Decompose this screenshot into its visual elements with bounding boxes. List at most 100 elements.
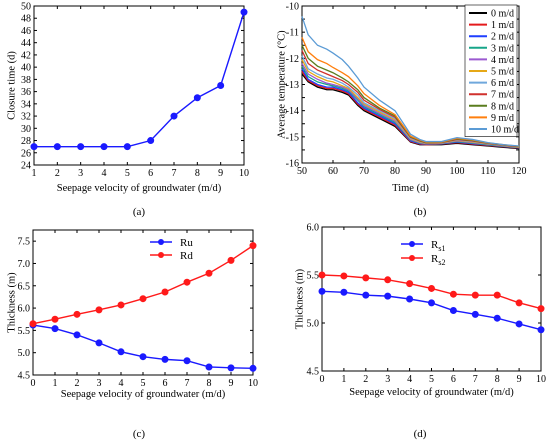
- x-tick-label: 3: [385, 374, 390, 385]
- x-axis-label: Seepage velocity of groundwater (m/d): [61, 389, 226, 400]
- y-tick-label: 46: [21, 26, 31, 37]
- x-axis-label: Time (d): [392, 183, 429, 194]
- y-tick-label: 24: [21, 161, 31, 172]
- data-point: [77, 143, 85, 151]
- data-point: [537, 305, 545, 313]
- y-tick-label: -15: [286, 132, 299, 143]
- y-tick-label: 40: [21, 63, 31, 74]
- data-point: [161, 355, 169, 363]
- data-point: [117, 348, 125, 356]
- data-point: [170, 112, 178, 120]
- y-tick-label: 7.5: [18, 237, 31, 248]
- legend-marker: [409, 241, 415, 247]
- chart-a: 1 2 3 4 5 6 7 8 9 102426283032343638404244464850S…: [7, 2, 249, 195]
- x-axis-label: Seepage velocity of groundwater (m/d): [57, 183, 222, 194]
- y-tick-label: 44: [21, 38, 31, 49]
- y-tick-label: 50: [21, 2, 31, 13]
- caption-a: (a): [132, 206, 146, 218]
- y-tick-label: 28: [21, 136, 31, 147]
- x-tick-label: 4: [119, 378, 124, 389]
- x-tick-label: 7: [185, 378, 190, 389]
- legend-label: 5 m/d: [491, 67, 514, 78]
- x-tick-label: 110: [481, 166, 496, 177]
- caption-c: (c): [132, 428, 146, 440]
- series-line-0: [321, 290, 542, 331]
- x-tick-label: 6: [163, 378, 168, 389]
- x-tick-label: 10: [536, 374, 546, 385]
- legend-label: 7 m/d: [491, 90, 514, 101]
- legend-label: 4 m/d: [491, 55, 514, 66]
- data-point: [515, 320, 523, 328]
- data-point: [318, 287, 326, 295]
- y-axis-label: Average temperature (°C): [277, 30, 288, 139]
- x-tick-label: 90: [421, 166, 431, 177]
- y-tick-label: 4.5: [18, 371, 31, 382]
- legend-label-sub: s1: [438, 244, 445, 253]
- data-point: [515, 299, 523, 307]
- legend-label: 2 m/d: [491, 32, 514, 43]
- data-point: [428, 284, 435, 292]
- data-point: [406, 280, 414, 288]
- y-tick-label: 32: [21, 112, 31, 123]
- data-point: [249, 242, 257, 250]
- data-point: [227, 256, 235, 264]
- x-tick-label: 8: [207, 378, 212, 389]
- x-tick-label: 70: [359, 166, 369, 177]
- y-tick-label: 5.0: [307, 319, 320, 330]
- y-tick-label: 48: [21, 14, 31, 25]
- y-tick-label: 4.5: [307, 367, 320, 378]
- y-tick-label: 5.5: [18, 326, 31, 337]
- legend-label: 10 m/d: [491, 125, 519, 136]
- legend-label-main: R: [431, 253, 439, 265]
- x-tick-label: 1: [32, 168, 37, 179]
- x-tick-label: 9: [229, 378, 234, 389]
- data-point: [384, 292, 392, 300]
- data-point: [95, 306, 103, 314]
- data-point: [205, 269, 213, 277]
- x-tick-label: 50: [297, 166, 307, 177]
- legend-label: 0 m/d: [491, 9, 514, 20]
- data-point: [537, 326, 545, 334]
- data-point: [428, 299, 435, 307]
- data-point: [30, 143, 38, 151]
- x-tick-label: 7: [473, 374, 478, 385]
- x-tick-label: 5: [125, 168, 130, 179]
- y-tick-label: 6.0: [307, 223, 320, 234]
- series-line-1: [32, 245, 254, 325]
- caption-b: (b): [413, 206, 427, 218]
- x-tick-label: 8: [195, 168, 200, 179]
- legend-label: Rs2: [431, 253, 445, 267]
- y-axis-label: Thickness (m): [295, 268, 306, 329]
- legend-label-main: R: [431, 239, 439, 251]
- y-tick-label: 30: [21, 124, 31, 135]
- x-tick-label: 10: [239, 168, 249, 179]
- x-tick-label: 4: [102, 168, 107, 179]
- chart-d: 0 1 2 3 4 5 6 7 8 9 10 4.5 5.0 5.5 6.0 Seepage velocity…: [295, 223, 546, 399]
- x-tick-label: 9: [218, 168, 223, 179]
- data-point: [318, 271, 326, 279]
- x-tick-label: 2: [363, 374, 368, 385]
- x-tick-label: 4: [407, 374, 412, 385]
- y-tick-label: -13: [286, 80, 299, 91]
- data-point: [117, 301, 125, 309]
- data-point: [493, 291, 501, 299]
- y-tick-label: 6.0: [18, 304, 31, 315]
- data-point: [147, 137, 155, 145]
- legend-label: 1 m/d: [491, 20, 514, 31]
- legend-label: Rd: [180, 250, 193, 262]
- y-tick-label: 7.0: [18, 259, 31, 270]
- y-tick-label: 42: [21, 50, 31, 61]
- y-tick-label: 5.5: [307, 271, 320, 282]
- data-point: [449, 290, 457, 298]
- data-point: [51, 315, 59, 323]
- x-tick-label: 8: [495, 374, 500, 385]
- data-point: [471, 310, 479, 318]
- data-point: [139, 295, 147, 303]
- legend-label: 9 m/d: [491, 113, 514, 124]
- x-tick-label: 60: [328, 166, 338, 177]
- data-point: [384, 276, 392, 284]
- x-tick-label: 2: [75, 378, 80, 389]
- x-tick-label: 9: [517, 374, 522, 385]
- data-point: [73, 331, 81, 339]
- x-tick-label: 6: [451, 374, 456, 385]
